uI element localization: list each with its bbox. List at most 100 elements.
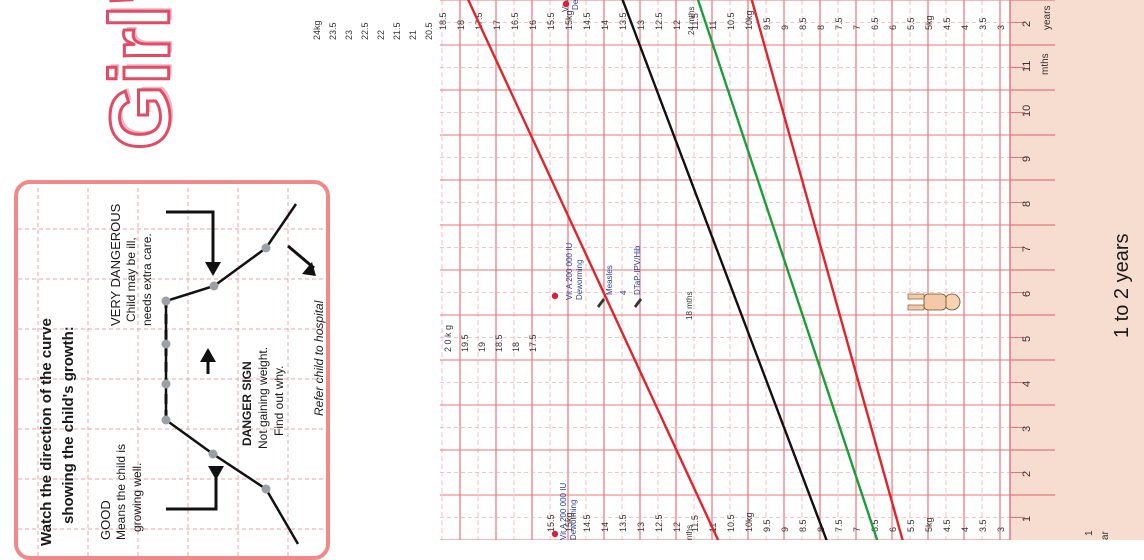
weight-tick-label: 3 — [996, 25, 1006, 30]
deworming-label-18m: Deworming — [575, 260, 584, 300]
weight-tick-label: 12 — [672, 522, 682, 532]
weight-tick-label: 7.5 — [834, 519, 844, 532]
weight-tick-labels: 3 3.5 4 4.5 5kg 5.5 6 6.5 7 7.5 8 8.5 9 9.5 10kg 10.5 11… — [312, 10, 1006, 532]
weight-tick-label: 15.5 — [546, 12, 556, 30]
age-partial-label-2: 1 — [1084, 530, 1095, 536]
weight-tick-label: 19 — [477, 342, 487, 352]
chart-grid — [420, 0, 1010, 540]
deworming-partial-label: De — [571, 0, 580, 10]
weight-tick-label: 10.5 — [726, 514, 736, 532]
weight-tick-label: 8.5 — [798, 17, 808, 30]
weight-tick-label: 14.5 — [582, 514, 592, 532]
age-band: 1 2 3 4 5 6 7 8 9 10 11 2 mths years 1 to 2 years ar 1 — [1009, 0, 1144, 540]
weight-tick-label: 10.5 — [726, 12, 736, 30]
weight-tick-label: 3.5 — [978, 519, 988, 532]
weight-tick-label: 16 — [528, 20, 538, 30]
weight-tick-label: 15kg — [564, 10, 574, 30]
month-label: 8 — [1021, 201, 1033, 207]
month-label: 6 — [1021, 291, 1033, 297]
weight-tick-label: 23.5 — [328, 22, 338, 40]
vitamin-drop-icon — [562, 0, 570, 8]
weight-tick-label: 9.5 — [762, 519, 772, 532]
growth-curve — [750, 0, 904, 540]
girl-leg — [907, 293, 925, 300]
weight-tick-label: 4 — [960, 527, 970, 532]
dtp-label: DTaP-IPV/Hib — [633, 245, 642, 295]
growth-curve — [621, 0, 828, 540]
good-line-2: growing well. — [130, 462, 144, 532]
syringe-icon — [634, 298, 642, 308]
weight-tick-label: 7 — [852, 25, 862, 30]
month-label: 9 — [1021, 156, 1033, 162]
good-line-1: Means the child is — [114, 443, 128, 540]
weight-tick-label: 9 — [780, 527, 790, 532]
weight-tick-label: 18 — [511, 342, 521, 352]
month-label: 4 — [1021, 381, 1033, 387]
weight-tick-label: 18.5 — [494, 334, 504, 352]
very-dangerous-line-1: Child may be ill, — [124, 237, 138, 322]
month-label: 11 — [1021, 61, 1033, 72]
weight-tick-label: 8 — [816, 25, 826, 30]
weight-tick-label: 6.5 — [870, 17, 880, 30]
very-dangerous-line-2: needs extra care. — [140, 233, 154, 326]
girl-body — [923, 293, 947, 311]
weight-tick-label: 18.5 — [438, 12, 448, 30]
mths-label: mths — [1040, 53, 1051, 75]
weight-tick-label: 13.5 — [618, 514, 628, 532]
refer-to-hospital: Refer child to hospital — [312, 300, 326, 416]
dose-number-label: 4 — [619, 290, 628, 295]
weight-tick-label: 6.5 — [870, 519, 880, 532]
weight-tick-label: 5.5 — [906, 17, 916, 30]
weight-tick-label: 14 — [600, 20, 610, 30]
weight-tick-label: 11.5 — [690, 13, 700, 30]
weight-tick-label: 8 — [816, 527, 826, 532]
vitamin-drop-icon — [551, 292, 559, 300]
weight-tick-label: 18 — [456, 20, 466, 30]
growth-curves — [466, 0, 904, 540]
weight-tick-label: 16.5 — [510, 12, 520, 30]
weight-tick-label: 13.5 — [618, 12, 628, 30]
growth-direction-info-box: Watch the direction of the curve showing… — [14, 180, 330, 560]
weight-tick-label: 12 — [672, 20, 682, 30]
years-label: years — [1042, 6, 1053, 30]
month-label: 10 — [1021, 105, 1033, 117]
very-dangerous-title: VERY DANGEROUS — [108, 203, 123, 326]
chart-title: Girl's — [92, 0, 189, 152]
month-label: 3 — [1021, 426, 1033, 432]
info-heading-2: showing the child's growth: — [60, 326, 77, 524]
weight-tick-label: 10kg — [744, 512, 754, 532]
weight-tick-label: 2 0 k g — [443, 325, 453, 352]
weight-tick-label: 4 — [960, 25, 970, 30]
weight-tick-label: 21.5 — [392, 22, 402, 40]
weight-tick-label: 15.5 — [546, 514, 556, 532]
vit-a-label: Vit A 200 000 IU — [559, 483, 568, 540]
months-partial-label: nths — [685, 525, 694, 540]
weight-tick-label: 22.5 — [360, 22, 370, 40]
age-range-label: 1 to 2 years — [1111, 233, 1133, 338]
month-label: 2 — [1021, 21, 1033, 27]
weight-tick-label: 21 — [408, 30, 418, 40]
syringe-icon — [597, 298, 605, 308]
month-label: 5 — [1021, 336, 1033, 342]
measles-label: Measles — [605, 265, 614, 295]
growth-curve — [466, 0, 720, 540]
weight-tick-label: 23 — [344, 30, 354, 40]
weight-tick-label: 3.5 — [978, 17, 988, 30]
weight-tick-label: 7.5 — [834, 17, 844, 30]
info-heading-1: Watch the direction of the curve — [38, 318, 55, 546]
deworming-label: Deworming — [569, 500, 578, 540]
weight-tick-label: 5.5 — [906, 519, 916, 532]
weight-tick-label: 20.5 — [424, 22, 434, 40]
weight-tick-label: 9 — [780, 25, 790, 30]
weight-tick-label: 9.5 — [762, 17, 772, 30]
growth-curve — [696, 0, 879, 540]
weight-tick-label: 15kg — [564, 512, 574, 532]
weight-tick-label: 14.5 — [582, 12, 592, 30]
weight-tick-label: 22 — [376, 30, 386, 40]
weight-tick-label: 4.5 — [942, 17, 952, 30]
weight-tick-label: 17.5 — [528, 334, 538, 352]
weight-tick-label: 24kg — [312, 20, 322, 40]
weight-tick-label: 12.5 — [654, 12, 664, 30]
weight-tick-label: 13 — [636, 522, 646, 532]
weight-tick-label: 12.5 — [654, 514, 664, 532]
